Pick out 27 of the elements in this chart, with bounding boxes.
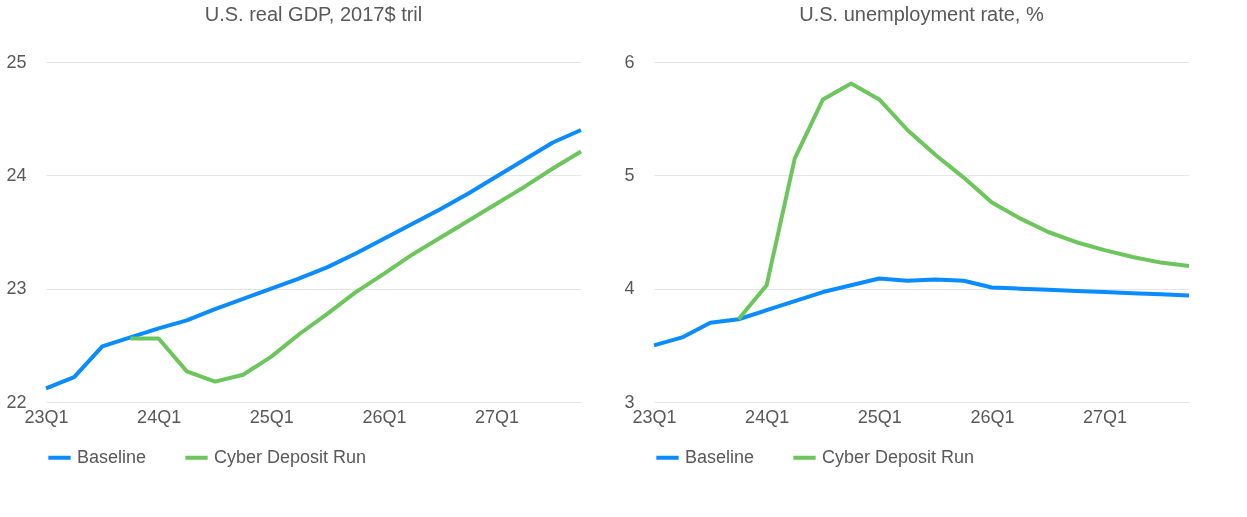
legend-label: Baseline	[77, 446, 147, 467]
y-tick-label: 24	[6, 164, 27, 185]
x-tick-label: 23Q1	[632, 406, 677, 427]
x-tick-label: 25Q1	[249, 406, 294, 427]
line-series	[652, 276, 1191, 348]
y-tick-label: 23	[6, 278, 27, 299]
line-series	[44, 128, 583, 391]
line-series	[128, 149, 583, 384]
x-tick-label: 27Q1	[475, 406, 520, 427]
y-tick-label: 6	[624, 51, 635, 72]
y-tick-label: 4	[624, 278, 635, 299]
y-tick-label: 22	[6, 391, 27, 412]
x-tick-label: 25Q1	[857, 406, 902, 427]
y-tick-label: 25	[6, 51, 27, 72]
x-tick-label: 24Q1	[137, 406, 182, 427]
chart-title: U.S. real GDP, 2017$ tril	[204, 3, 423, 25]
legend-label: Cyber Deposit Run	[214, 446, 367, 467]
legend-label: Baseline	[685, 446, 755, 467]
x-tick-label: 27Q1	[1083, 406, 1128, 427]
y-tick-label: 5	[624, 164, 635, 185]
x-tick-label: 24Q1	[745, 406, 790, 427]
y-tick-label: 3	[624, 391, 635, 412]
chart-title: U.S. unemployment rate, %	[799, 3, 1044, 25]
legend-label: Cyber Deposit Run	[822, 446, 975, 467]
line-series	[736, 81, 1191, 322]
x-tick-label: 26Q1	[362, 406, 407, 427]
x-tick-label: 26Q1	[970, 406, 1015, 427]
